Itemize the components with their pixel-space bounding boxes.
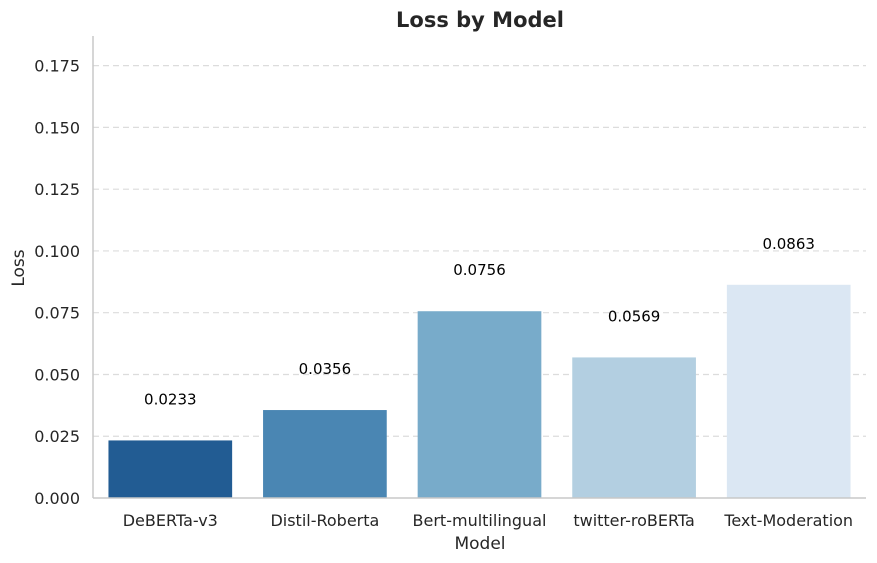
bar-value-label: 0.0756 [453, 261, 506, 279]
bar-value-label: 0.0233 [144, 390, 197, 408]
bar-value-label: 0.0569 [608, 307, 661, 325]
data-labels: 0.0233 0.0356 0.0756 0.0569 0.0863 [144, 235, 815, 409]
bar [572, 357, 696, 498]
y-tick-label: 0.150 [34, 118, 80, 137]
y-tick-label: 0.000 [34, 489, 80, 508]
bar [108, 440, 233, 498]
x-tick-label: DeBERTa-v3 [123, 511, 218, 530]
bar-value-label: 0.0356 [299, 360, 352, 378]
y-tick-label: 0.125 [34, 180, 80, 199]
chart-title: Loss by Model [396, 8, 564, 32]
y-tick-labels: 0.000 0.025 0.050 0.075 0.100 0.125 0.150 0.175 [34, 57, 80, 508]
y-tick-label: 0.025 [34, 427, 80, 446]
x-tick-labels: DeBERTa-v3 Distil-Roberta Bert-multilingua… [123, 511, 853, 530]
bar-value-label: 0.0863 [762, 235, 815, 253]
x-tick-label: twitter-roBERTa [573, 511, 695, 530]
y-tick-label: 0.175 [34, 57, 80, 76]
y-axis-title: Loss [9, 249, 29, 286]
x-tick-label: Bert-multilingual [413, 511, 547, 530]
y-tick-label: 0.075 [34, 304, 80, 323]
bar [417, 311, 542, 498]
x-tick-label: Text-Moderation [723, 511, 853, 530]
x-tick-label: Distil-Roberta [270, 511, 379, 530]
y-tick-label: 0.050 [34, 365, 80, 384]
x-axis-title: Model [454, 534, 505, 554]
bar [263, 410, 387, 498]
bar [726, 284, 851, 498]
bars [108, 284, 851, 498]
y-tick-label: 0.100 [34, 242, 80, 261]
